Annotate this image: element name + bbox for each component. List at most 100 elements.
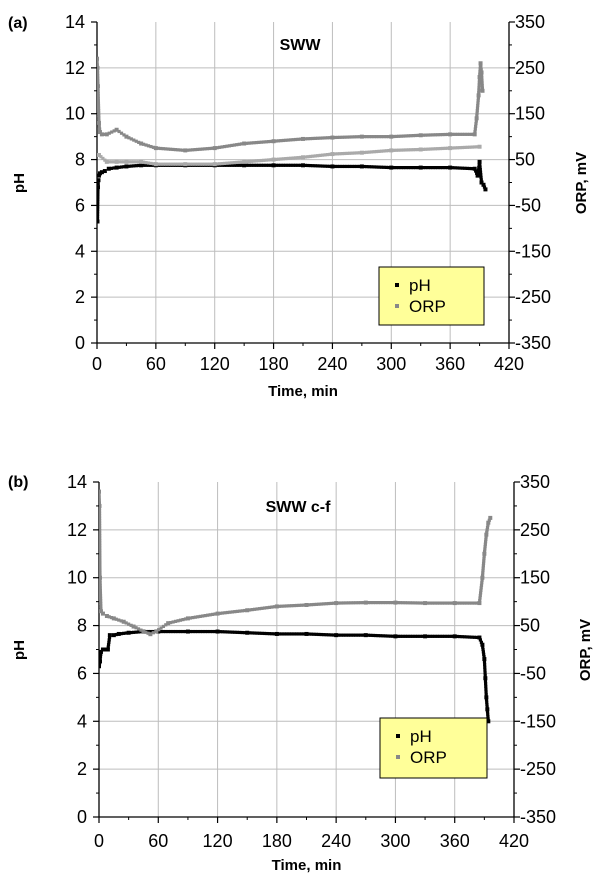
series-orp [99,489,493,637]
data-point [230,610,234,614]
data-point [316,154,320,158]
data-point [292,632,296,636]
data-point [99,524,102,528]
data-point [264,158,268,162]
data-point [191,629,195,634]
data-point [146,163,151,167]
legend-marker [396,734,400,738]
data-point [472,132,477,137]
data-point [196,615,200,619]
data-point [316,136,320,140]
data-point [479,591,483,595]
data-point [237,160,241,164]
data-point [372,165,376,169]
data-point [198,629,202,634]
data-point [394,165,398,170]
data-point [438,133,442,137]
data-point [117,129,121,134]
data-point [139,630,143,634]
data-point [396,601,400,605]
data-point [478,596,482,600]
data-point [453,166,457,170]
data-point [107,638,111,642]
data-point [225,163,229,167]
data-point [230,161,234,165]
data-point [292,603,296,608]
data-point [308,163,312,168]
data-point [97,81,100,86]
data-point [213,612,217,616]
data-point [443,146,447,150]
data-point [338,135,342,139]
data-point [483,676,488,681]
data-point [474,116,479,121]
data-point [186,148,190,152]
data-point [392,165,396,170]
data-point [424,165,428,170]
data-point [169,620,173,625]
data-point [317,602,321,606]
data-point [445,601,449,605]
data-point [325,164,330,168]
data-point [97,71,100,75]
data-point [215,162,219,166]
data-point [345,135,349,139]
data-point [330,135,335,140]
data-point [238,609,242,613]
data-point [483,547,487,551]
data-point [99,586,102,590]
data-point [97,101,101,105]
data-point [406,148,411,152]
data-point [340,135,344,139]
data-point [99,662,102,666]
data-point [98,127,102,131]
data-point [384,165,388,170]
data-point [129,630,133,635]
data-point [114,159,119,164]
data-point [355,164,359,169]
data-point [99,594,103,598]
data-point [484,690,488,694]
data-point [428,634,432,638]
data-point [316,164,320,168]
data-point [324,633,328,637]
y-tick-label: 12 [65,58,85,78]
y2-axis-title: ORP, mV [573,152,590,214]
data-point [185,616,190,621]
data-point [183,617,188,621]
data-point [473,145,477,149]
y2-tick-label: 350 [520,472,550,492]
data-point [357,151,362,155]
data-point [119,619,123,623]
data-point [99,546,102,550]
data-point [416,601,420,605]
data-point [317,632,321,637]
data-point [210,146,214,150]
data-point [178,162,182,166]
data-point [249,159,254,163]
data-point [304,631,309,636]
data-point [208,146,212,151]
data-point [97,87,100,91]
data-point [443,165,447,170]
data-point [339,633,343,637]
data-point [259,158,263,163]
data-point [391,634,395,638]
data-point [271,157,276,162]
data-point [359,134,364,139]
legend-label: ORP [410,748,447,767]
data-point [333,135,337,140]
data-point [382,165,386,169]
data-point [144,163,148,167]
data-point [99,548,102,553]
data-point [319,602,323,606]
data-point [161,629,165,634]
data-point [97,118,101,123]
data-point [473,127,477,131]
data-point [252,159,256,163]
data-point [222,161,227,165]
data-point [485,705,489,709]
data-point [365,135,369,139]
data-point [208,613,212,617]
data-point [345,164,349,169]
